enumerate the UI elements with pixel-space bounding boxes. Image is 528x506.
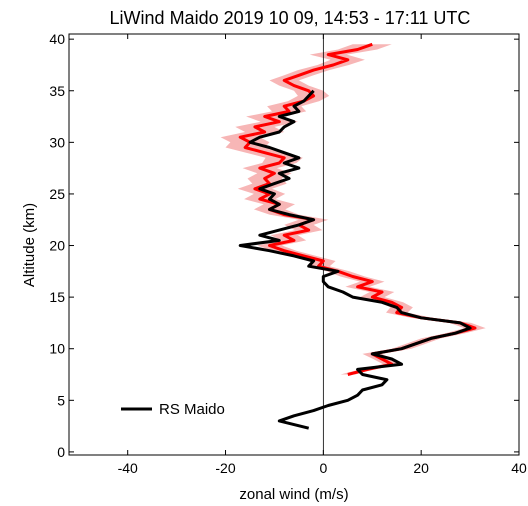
- chart-title: LiWind Maido 2019 10 09, 14:53 - 17:11 U…: [110, 8, 471, 28]
- y-axis-label: Altitude (km): [21, 203, 38, 287]
- x-tick-label: 20: [413, 460, 429, 476]
- y-tick-label: 10: [49, 341, 65, 357]
- y-tick-label: 5: [57, 392, 65, 408]
- legend-label-rs-maido: RS Maido: [159, 401, 225, 418]
- y-tick-label: 0: [57, 444, 65, 460]
- x-axis-label: zonal wind (m/s): [239, 486, 348, 503]
- series-lines: [238, 42, 477, 430]
- x-tick-label: 40: [511, 460, 527, 476]
- rs-maido-line: [238, 89, 472, 430]
- y-tick-label: 30: [49, 134, 65, 150]
- uncertainty-band-0: [220, 44, 486, 375]
- y-tick-label: 35: [49, 83, 65, 99]
- x-tick-label: -20: [215, 460, 235, 476]
- x-tick-label: 0: [319, 460, 327, 476]
- y-tick-label: 15: [49, 289, 65, 305]
- plot-frame: [68, 33, 520, 456]
- y-tick-label: 40: [49, 31, 65, 47]
- legend: RS Maido: [121, 401, 225, 418]
- uncertainty-bands: [220, 44, 486, 375]
- x-tick-label: -40: [118, 460, 138, 476]
- y-tick-label: 25: [49, 186, 65, 202]
- y-tick-label: 20: [49, 238, 65, 254]
- axis-ticks: -40 -20 0 20 40 0 5 10 15 20 25 30 35 40: [49, 31, 527, 476]
